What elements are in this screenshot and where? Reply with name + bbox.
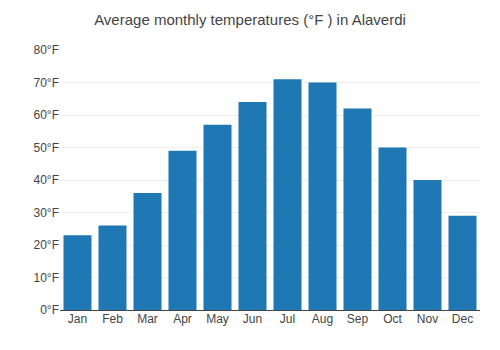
svg-text:30°F: 30°F [34, 206, 59, 220]
svg-text:Average monthly temperatures (: Average monthly temperatures (°F ) in Al… [94, 11, 406, 28]
svg-text:60°F: 60°F [34, 108, 59, 122]
svg-text:20°F: 20°F [34, 238, 59, 252]
svg-text:70°F: 70°F [34, 76, 59, 90]
svg-text:0°F: 0°F [40, 303, 59, 317]
svg-text:Aug: Aug [312, 312, 333, 326]
svg-text:Apr: Apr [173, 312, 192, 326]
svg-text:50°F: 50°F [34, 141, 59, 155]
svg-text:Oct: Oct [383, 312, 402, 326]
svg-text:40°F: 40°F [34, 173, 59, 187]
svg-text:May: May [206, 312, 229, 326]
svg-text:Jul: Jul [280, 312, 295, 326]
svg-text:Feb: Feb [102, 312, 123, 326]
svg-text:Dec: Dec [452, 312, 473, 326]
svg-text:Jun: Jun [243, 312, 262, 326]
svg-text:Mar: Mar [137, 312, 158, 326]
svg-text:Nov: Nov [417, 312, 438, 326]
svg-text:Sep: Sep [347, 312, 369, 326]
svg-text:Jan: Jan [68, 312, 87, 326]
svg-text:10°F: 10°F [34, 271, 59, 285]
svg-text:80°F: 80°F [34, 43, 59, 57]
